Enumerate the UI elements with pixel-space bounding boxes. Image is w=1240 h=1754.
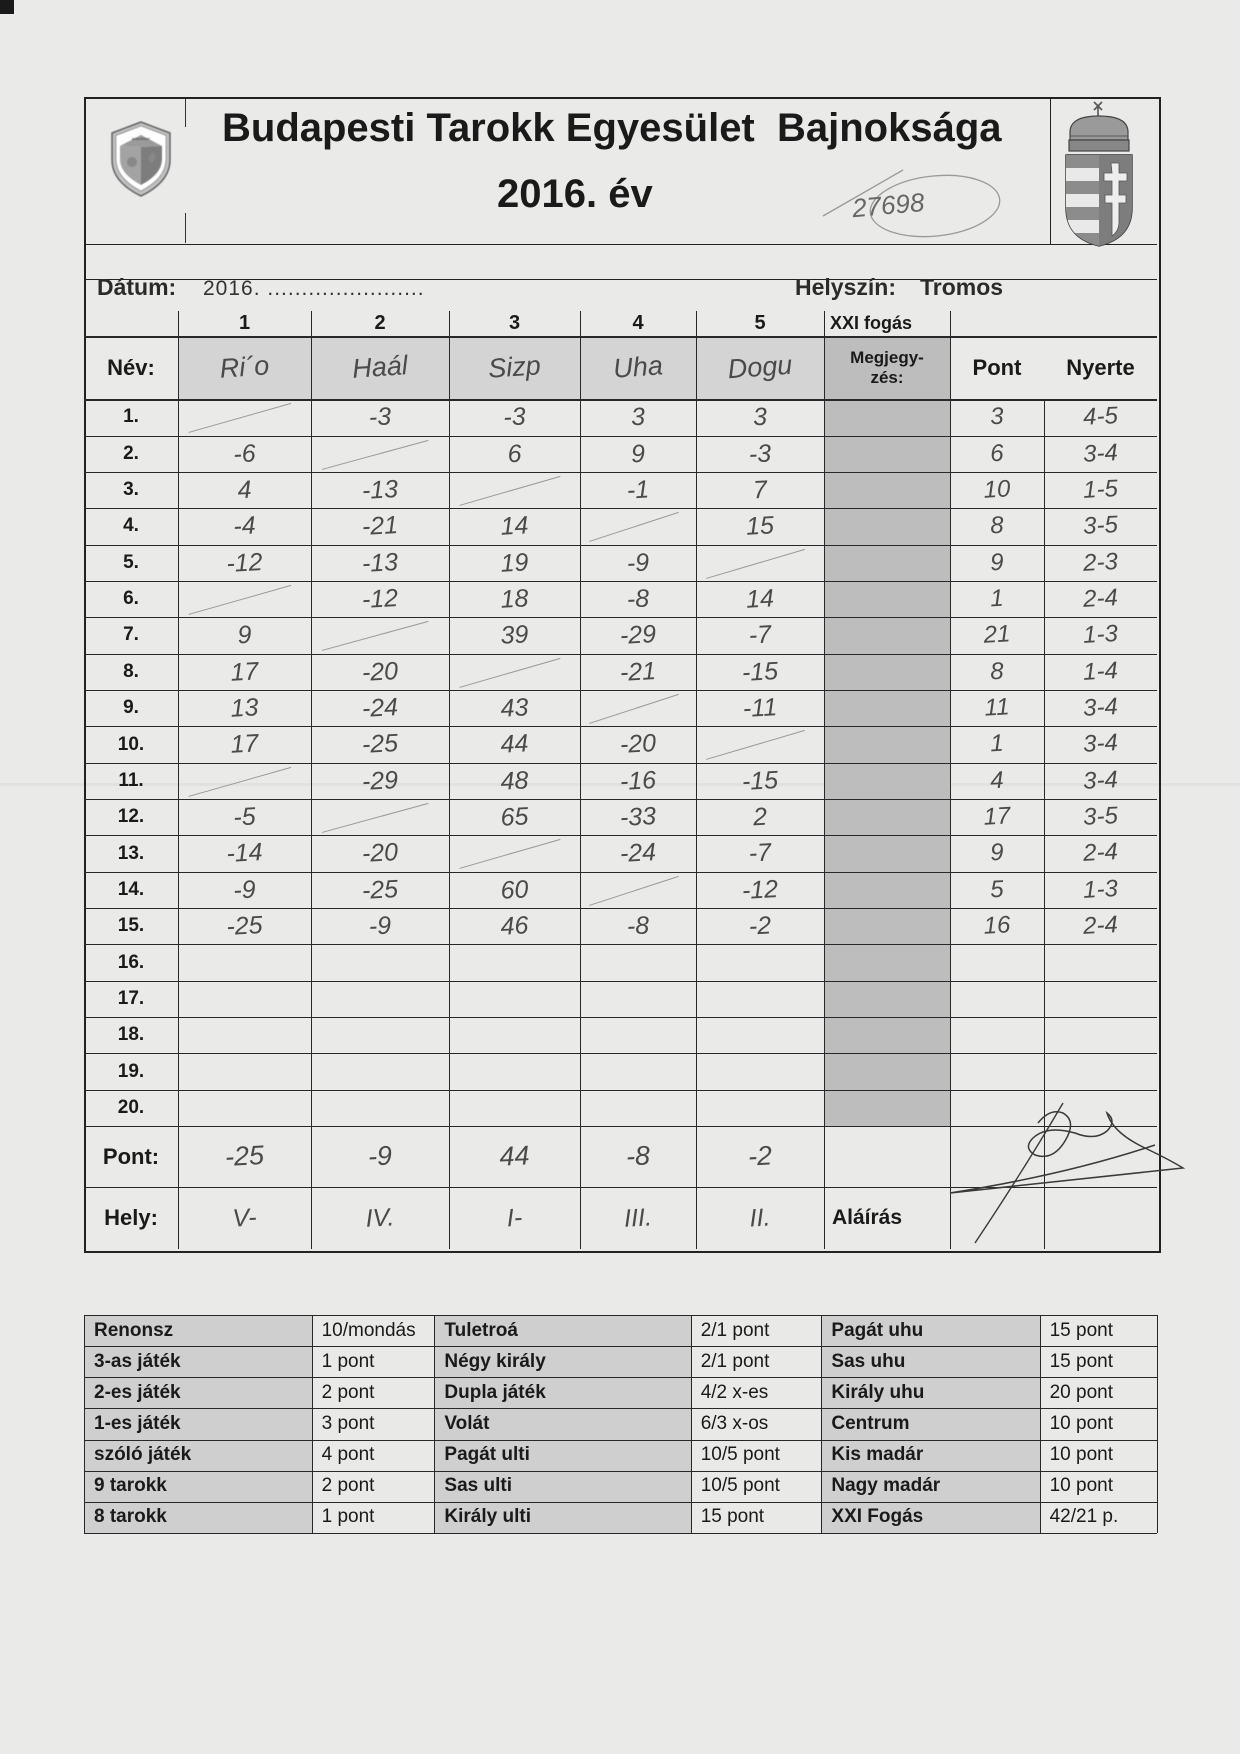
svg-text:BUDAPEST: BUDAPEST (132, 137, 150, 141)
